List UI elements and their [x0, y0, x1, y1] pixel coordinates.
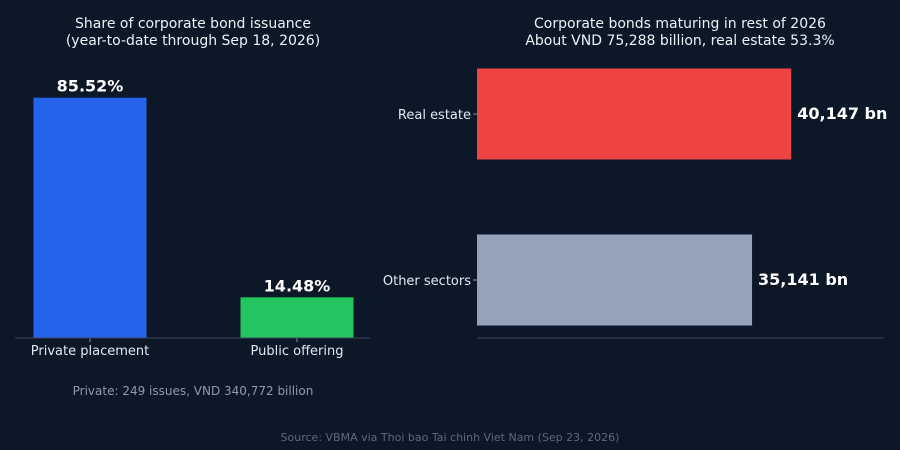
x-tick-label-public-offering: Public offering: [251, 344, 344, 359]
left-chart-note: Private: 249 issues, VND 340,772 billion: [73, 384, 314, 398]
y-tick-label-real-estate: Real estate: [398, 108, 471, 123]
bar-real-estate: [477, 68, 792, 160]
bar-other-sectors: [477, 234, 753, 326]
x-tick-label-private-placement: Private placement: [31, 344, 149, 359]
left-chart-subtitle: (year-to-date through Sep 18, 2026): [66, 33, 320, 49]
value-label-public-offering: 14.48%: [264, 276, 331, 295]
value-label-other-sectors: 35,141 bn: [758, 270, 848, 289]
value-label-real-estate: 40,147 bn: [797, 104, 887, 123]
y-tick-label-other-sectors: Other sectors: [383, 274, 471, 289]
right-chart-title: Corporate bonds maturing in rest of 2026: [534, 16, 826, 32]
right-bars: 40,147 bn Real estate 35,141 bn Other secto…: [383, 68, 887, 326]
left-chart-title: Share of corporate bond issuance: [75, 16, 311, 32]
value-label-private-placement: 85.52%: [57, 77, 124, 96]
bar-public-offering: [240, 297, 354, 338]
bar-private-placement: [33, 97, 147, 338]
right-chart-subtitle: About VND 75,288 billion, real estate 53…: [525, 33, 834, 49]
left-bars: 85.52% Private placement 14.48% Public offe…: [31, 77, 354, 359]
source-note: Source: VBMA via Thoi bao Tai chinh Viet…: [281, 431, 620, 444]
issuance-share-chart: Share of corporate bond issuance (year-t…: [15, 16, 370, 398]
maturing-bonds-chart: Corporate bonds maturing in rest of 2026…: [383, 16, 887, 339]
